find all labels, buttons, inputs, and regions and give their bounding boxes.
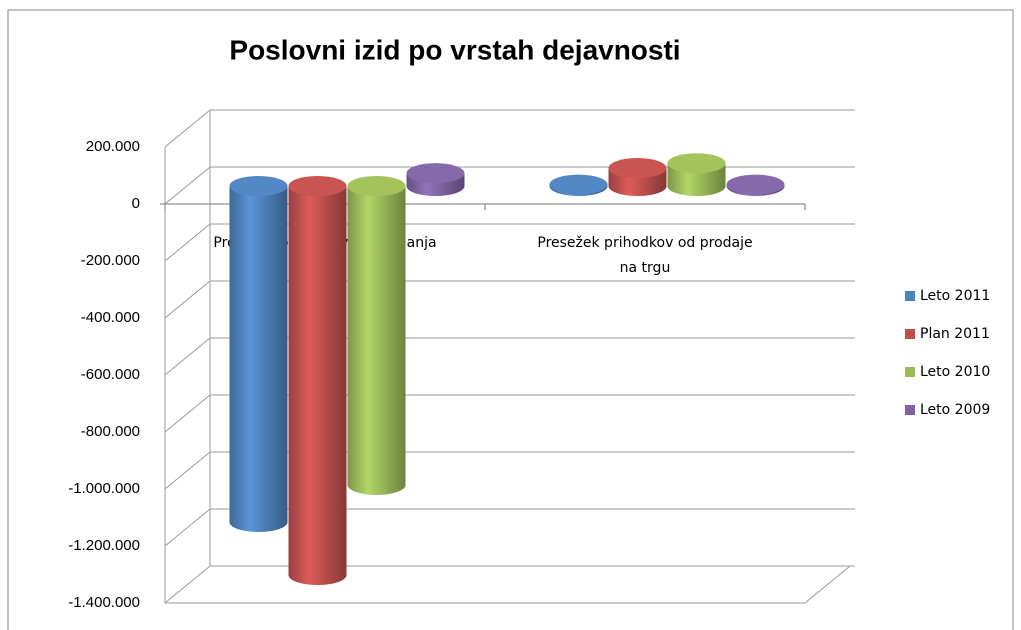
cylinder-top — [608, 158, 667, 179]
y-tick-label: -1.400.000 — [68, 594, 140, 611]
legend-swatch — [905, 291, 915, 301]
cylinder-top — [406, 163, 465, 184]
legend-swatch — [905, 367, 915, 377]
grid-line — [164, 508, 855, 547]
grid-line — [164, 223, 855, 262]
legend-label: Leto 2011 — [920, 288, 990, 304]
y-tick-label: -400.000 — [81, 309, 140, 326]
x-tick-label: Presežek prihodkov od prodaje na trgu — [537, 235, 752, 276]
cylinder — [726, 174, 785, 196]
cylinder — [288, 176, 347, 586]
grid-line — [164, 337, 855, 376]
cylinder — [667, 153, 726, 196]
floor-edge — [165, 565, 851, 604]
grid-line — [164, 394, 855, 433]
cylinder-body — [288, 186, 347, 576]
y-tick-label: -800.000 — [81, 423, 140, 440]
y-tick-label: -600.000 — [81, 366, 140, 383]
grid-line — [164, 109, 855, 148]
cylinder-top — [667, 153, 726, 174]
cylinder — [347, 176, 406, 495]
grid-line — [164, 451, 855, 490]
legend-label: Leto 2010 — [920, 364, 990, 380]
cylinder — [549, 174, 608, 196]
grid-line — [164, 280, 855, 319]
y-tick-label: 200.000 — [86, 138, 140, 155]
chart-title: Poslovni izid po vrstah dejavnosti — [229, 34, 680, 65]
cylinder-top — [726, 174, 785, 195]
y-tick-label: -1.200.000 — [68, 537, 140, 554]
label-line: Presežek prihodkov od prodaje — [537, 235, 752, 251]
legend-label: Plan 2011 — [920, 326, 990, 342]
legend-swatch — [905, 329, 915, 339]
cylinder — [608, 158, 667, 196]
cylinder-body — [229, 186, 288, 523]
cylinder-top — [288, 176, 347, 196]
y-tick-label: -1.000.000 — [68, 480, 140, 497]
label-line: na trgu — [620, 260, 671, 276]
grid-line — [164, 565, 855, 604]
cylinder — [229, 176, 288, 533]
cylinder-body — [347, 186, 406, 485]
cylinder-top — [229, 176, 288, 196]
y-tick-label: -200.000 — [81, 252, 140, 269]
cylinder-top — [347, 176, 406, 196]
cylinder — [406, 163, 465, 196]
chart-frame — [7, 9, 1014, 630]
y-tick-label: 0 — [132, 195, 140, 212]
legend-label: Leto 2009 — [920, 402, 990, 418]
cylinder-top — [549, 174, 608, 195]
legend-swatch — [905, 405, 915, 415]
